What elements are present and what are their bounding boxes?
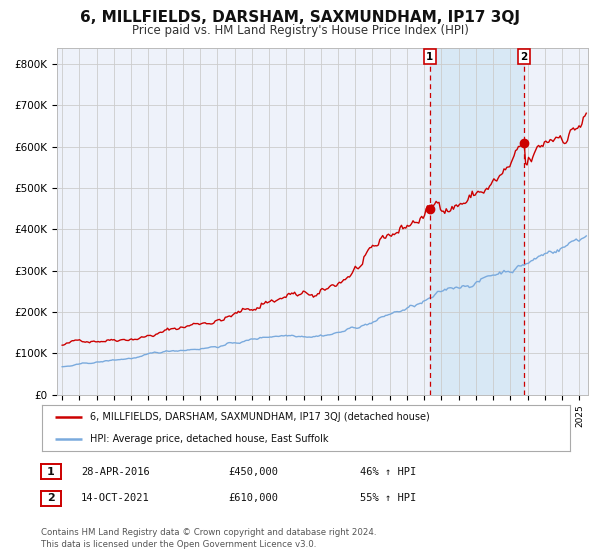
Text: 2: 2 bbox=[520, 52, 527, 62]
Text: 55% ↑ HPI: 55% ↑ HPI bbox=[360, 493, 416, 503]
Text: 14-OCT-2021: 14-OCT-2021 bbox=[81, 493, 150, 503]
Text: HPI: Average price, detached house, East Suffolk: HPI: Average price, detached house, East… bbox=[89, 435, 328, 444]
Text: £610,000: £610,000 bbox=[228, 493, 278, 503]
Text: 28-APR-2016: 28-APR-2016 bbox=[81, 466, 150, 477]
Text: 1: 1 bbox=[426, 52, 433, 62]
Text: 2: 2 bbox=[47, 493, 55, 503]
Text: 6, MILLFIELDS, DARSHAM, SAXMUNDHAM, IP17 3QJ (detached house): 6, MILLFIELDS, DARSHAM, SAXMUNDHAM, IP17… bbox=[89, 412, 429, 422]
Text: Contains HM Land Registry data © Crown copyright and database right 2024.
This d: Contains HM Land Registry data © Crown c… bbox=[41, 528, 376, 549]
Bar bbox=[430, 48, 524, 395]
Text: £450,000: £450,000 bbox=[228, 466, 278, 477]
Text: 6, MILLFIELDS, DARSHAM, SAXMUNDHAM, IP17 3QJ: 6, MILLFIELDS, DARSHAM, SAXMUNDHAM, IP17… bbox=[80, 10, 520, 25]
Text: 46% ↑ HPI: 46% ↑ HPI bbox=[360, 466, 416, 477]
Text: Price paid vs. HM Land Registry's House Price Index (HPI): Price paid vs. HM Land Registry's House … bbox=[131, 24, 469, 36]
Text: 1: 1 bbox=[47, 466, 55, 477]
